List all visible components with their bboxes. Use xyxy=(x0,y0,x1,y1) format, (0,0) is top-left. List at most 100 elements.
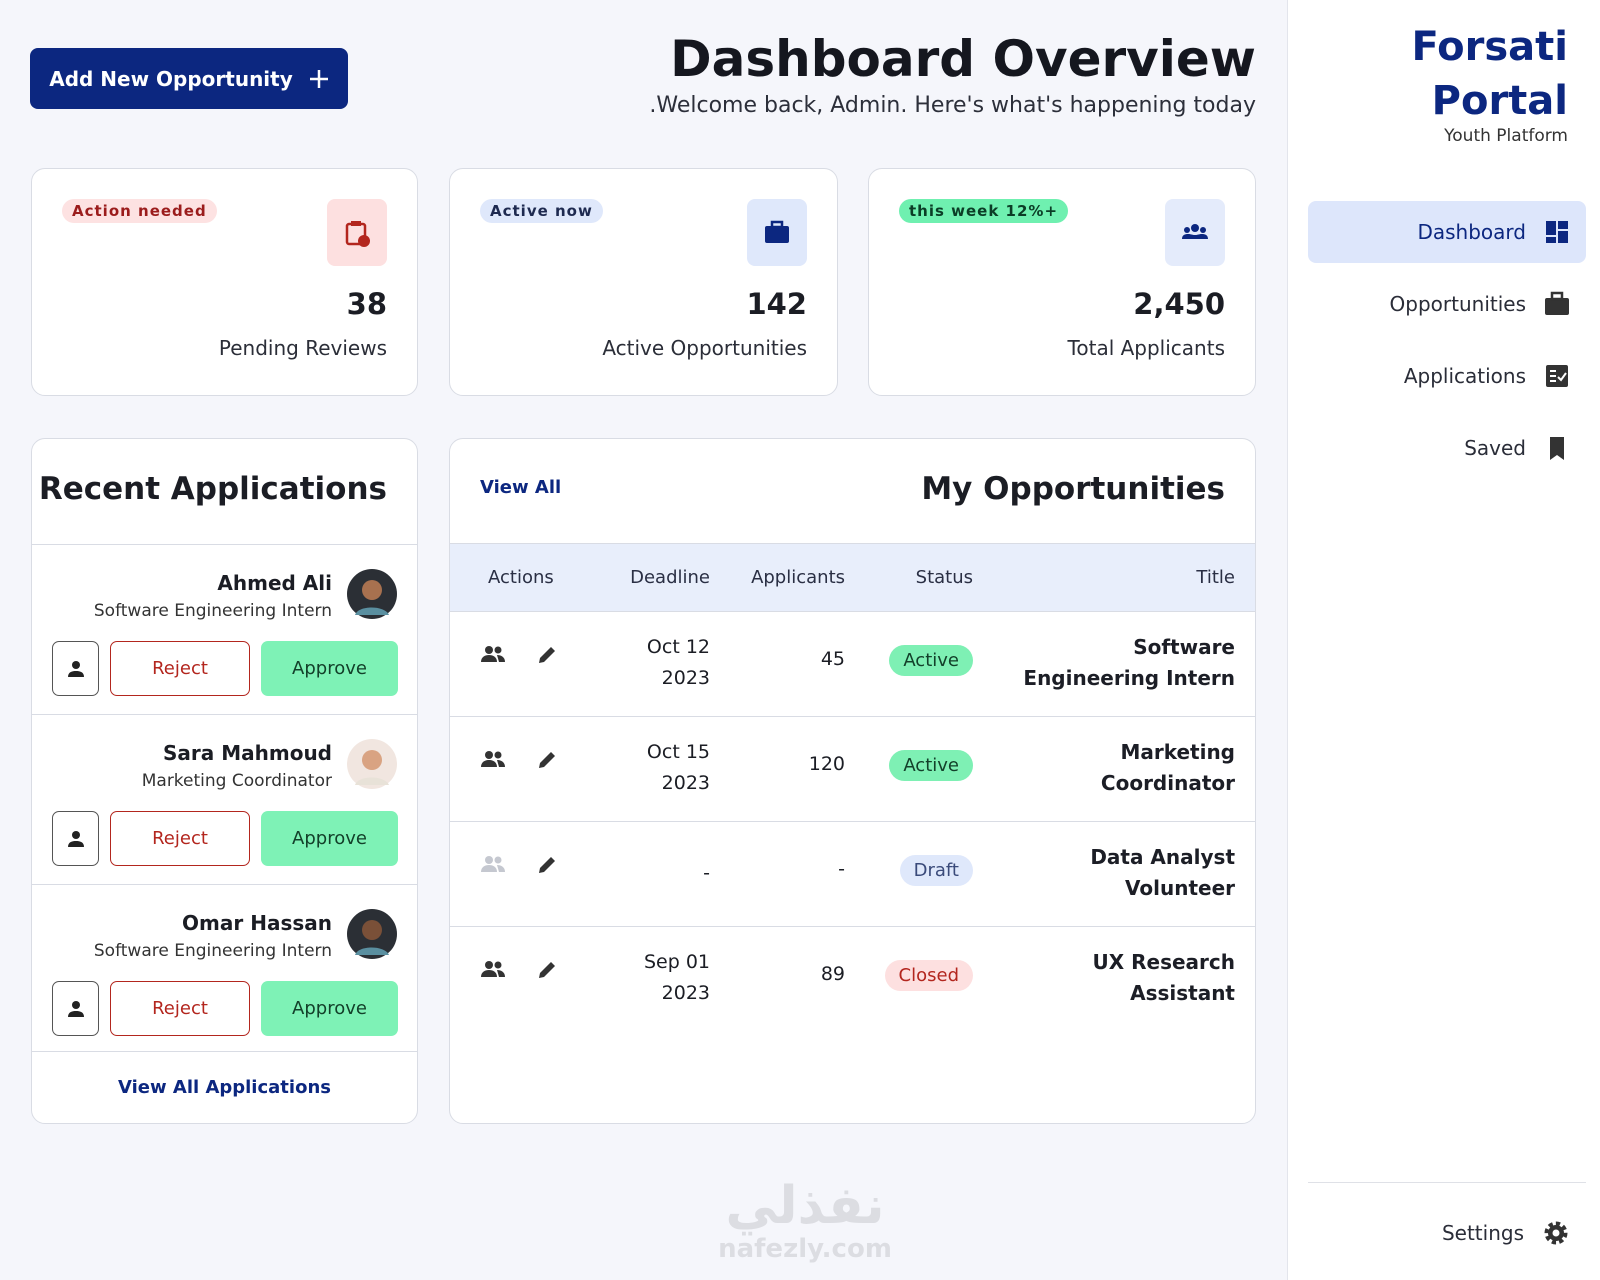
person-icon xyxy=(67,830,84,847)
row-actions xyxy=(480,749,558,771)
nav-label: Saved xyxy=(1464,436,1526,460)
column-header: Applicants xyxy=(751,567,845,588)
application-item: Omar Hassan Software Engineering Intern … xyxy=(32,884,417,1054)
application-item: Ahmed Ali Software Engineering Intern Re… xyxy=(32,544,417,714)
applicants: - xyxy=(838,858,845,880)
opportunity-title: Marketing Coordinator xyxy=(1100,740,1235,795)
watermark-latin: nafezly.com xyxy=(718,1234,892,1264)
status-badge: Active xyxy=(889,645,973,676)
applicant-role: Software Engineering Intern xyxy=(93,601,332,621)
applicant-role: Marketing Coordinator xyxy=(141,771,332,791)
applicants-icon[interactable] xyxy=(480,959,506,979)
opportunity-title: UX Research Assistant xyxy=(1092,950,1235,1005)
status-badge: Draft xyxy=(899,855,973,886)
page-title: Dashboard Overview xyxy=(670,30,1256,88)
settings-link[interactable]: Settings xyxy=(1308,1202,1586,1264)
column-header: Deadline xyxy=(630,567,710,588)
nav-item[interactable]: Opportunities xyxy=(1308,273,1586,335)
view-all-link[interactable]: View All xyxy=(480,477,562,498)
nav-label: Opportunities xyxy=(1389,292,1526,316)
profile-button[interactable] xyxy=(52,981,99,1036)
avatar xyxy=(347,739,397,789)
applicant-name: Omar Hassan xyxy=(182,911,332,935)
nav-icon xyxy=(1550,437,1564,460)
edit-icon[interactable] xyxy=(536,959,558,981)
plus-icon xyxy=(309,69,328,88)
approve-button[interactable]: Approve xyxy=(261,641,398,696)
table-row: Oct 15 2023 120 Active Marketing Coordin… xyxy=(450,716,1255,821)
approve-button[interactable]: Approve xyxy=(261,811,398,866)
view-all-applications-link[interactable]: View All Applications xyxy=(32,1051,417,1123)
watermark-arabic: نفذلي xyxy=(725,1176,885,1236)
brand: Forsati Portal xyxy=(1411,24,1568,124)
deadline: Oct 15 2023 xyxy=(646,741,710,794)
stat-card: Action needed 38 Pending Reviews xyxy=(31,168,418,396)
person-icon xyxy=(67,1000,84,1017)
avatar xyxy=(347,569,397,619)
stat-icon xyxy=(1165,199,1225,266)
person-icon xyxy=(67,660,84,677)
status-badge: Active xyxy=(889,750,973,781)
opportunity-title: Software Engineering Intern xyxy=(1023,635,1235,690)
column-header: Title xyxy=(1196,567,1235,588)
stat-value: 2,450 xyxy=(1133,287,1225,321)
deadline: Sep 01 2023 xyxy=(643,951,710,1004)
avatar xyxy=(347,909,397,959)
stat-badge: Action needed xyxy=(62,199,217,223)
page-subtitle: .Welcome back, Admin. Here's what's happ… xyxy=(649,93,1256,118)
deadline: Oct 12 2023 xyxy=(646,636,710,689)
edit-icon[interactable] xyxy=(536,854,558,876)
table-row: Sep 01 2023 89 Closed UX Research Assist… xyxy=(450,926,1255,1031)
stat-card: Active now 142 Active Opportunities xyxy=(449,168,838,396)
applicants-icon[interactable] xyxy=(480,854,506,874)
stat-value: 38 xyxy=(346,287,387,321)
icon xyxy=(765,220,789,243)
stat-value: 142 xyxy=(746,287,807,321)
approve-button[interactable]: Approve xyxy=(261,981,398,1036)
edit-icon[interactable] xyxy=(536,749,558,771)
reject-button[interactable]: Reject xyxy=(110,981,250,1036)
nav-icon xyxy=(1546,365,1568,387)
nav-label: Applications xyxy=(1403,364,1526,388)
divider xyxy=(1308,1182,1586,1183)
row-actions xyxy=(480,854,558,876)
edit-icon[interactable] xyxy=(536,644,558,666)
panel-title: My Opportunities xyxy=(921,471,1225,507)
row-actions xyxy=(480,959,558,981)
icon xyxy=(1182,223,1208,239)
stat-card: this week 12%+ 2,450 Total Applicants xyxy=(868,168,1256,396)
application-item: Sara Mahmoud Marketing Coordinator Rejec… xyxy=(32,714,417,884)
nav-item[interactable]: Dashboard xyxy=(1308,201,1586,263)
nav-icon xyxy=(1545,291,1569,315)
reject-button[interactable]: Reject xyxy=(110,641,250,696)
stat-badge: this week 12%+ xyxy=(899,199,1069,223)
applicants: 89 xyxy=(820,963,845,985)
opportunity-title: Data Analyst Volunteer xyxy=(1090,845,1235,900)
recent-applications-panel: Recent Applications View All Application… xyxy=(31,438,418,1124)
main-area: Add New Opportunity Dashboard Overview .… xyxy=(30,30,1256,1264)
gear-icon xyxy=(1544,1221,1568,1245)
nav-item[interactable]: Saved xyxy=(1308,417,1586,479)
column-header: Status xyxy=(915,567,973,588)
table-header: Actions Deadline Applicants Status Title xyxy=(450,543,1255,611)
profile-button[interactable] xyxy=(52,641,99,696)
profile-button[interactable] xyxy=(52,811,99,866)
applicant-name: Sara Mahmoud xyxy=(163,741,332,765)
applicants-icon[interactable] xyxy=(480,749,506,769)
add-opportunity-button[interactable]: Add New Opportunity xyxy=(30,48,348,109)
nav-label: Dashboard xyxy=(1417,220,1526,244)
reject-button[interactable]: Reject xyxy=(110,811,250,866)
opportunities-panel: View All My Opportunities Actions Deadlin… xyxy=(449,438,1256,1124)
stat-icon xyxy=(747,199,807,266)
sidebar: Forsati Portal Youth Platform Dashboard O… xyxy=(1287,0,1600,1280)
stat-label: Active Opportunities xyxy=(602,336,807,360)
nav-item[interactable]: Applications xyxy=(1308,345,1586,407)
applicants-icon[interactable] xyxy=(480,644,506,664)
row-actions xyxy=(480,644,558,666)
applicants: 45 xyxy=(820,648,845,670)
status-badge: Closed xyxy=(884,960,973,991)
stat-badge: Active now xyxy=(480,199,603,223)
applicant-name: Ahmed Ali xyxy=(217,571,332,595)
deadline: - xyxy=(703,862,710,884)
table-row: Oct 12 2023 45 Active Software Engineeri… xyxy=(450,611,1255,716)
